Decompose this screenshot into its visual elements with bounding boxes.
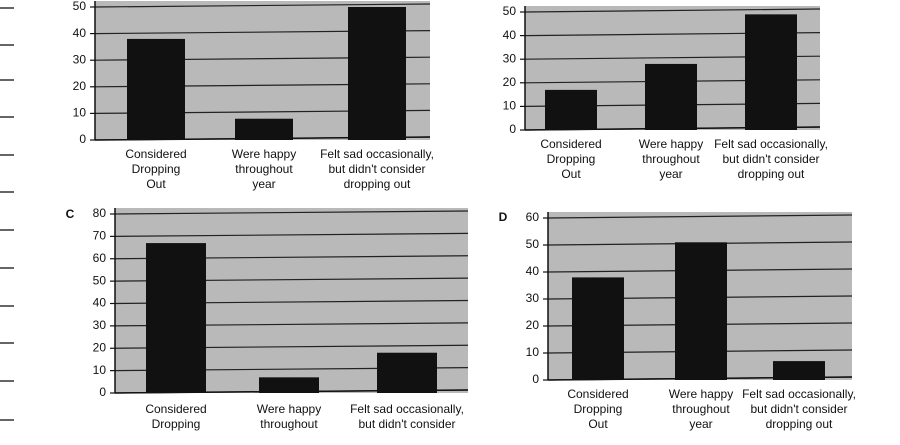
y-tick-label: 10 xyxy=(73,106,87,120)
x-tick-label: Dropping xyxy=(152,417,201,431)
x-tick-label: dropping out xyxy=(766,417,833,431)
y-tick-label: 10 xyxy=(526,345,540,359)
x-tick-label: Out xyxy=(588,417,608,431)
bar xyxy=(127,38,185,140)
grid-line xyxy=(94,3,431,8)
bar xyxy=(745,14,797,130)
y-tick-label: 20 xyxy=(503,75,517,89)
y-tick-label: 20 xyxy=(93,340,107,354)
y-tick-label: 0 xyxy=(532,372,539,386)
y-tick-label: 40 xyxy=(73,26,87,40)
bar xyxy=(572,277,624,380)
margin-dashes xyxy=(0,7,14,421)
y-tick-label: 30 xyxy=(526,291,540,305)
x-tick-label: throughout xyxy=(642,152,700,166)
x-tick-label: dropping out xyxy=(738,167,805,181)
y-tick-label: 10 xyxy=(93,363,107,377)
y-tick-label: 30 xyxy=(73,52,87,66)
x-tick-label: Dropping xyxy=(132,162,181,176)
y-tick-label: 40 xyxy=(93,296,107,310)
x-tick-label: throughout xyxy=(260,417,318,431)
bar xyxy=(645,63,697,130)
x-tick-label: Out xyxy=(146,177,166,191)
bar xyxy=(773,361,825,380)
x-tick-label: Dropping xyxy=(574,402,623,416)
y-tick-label: 50 xyxy=(526,237,540,251)
x-tick-label: but didn't consider xyxy=(328,162,425,176)
x-tick-label: year xyxy=(689,417,712,431)
y-tick-label: 20 xyxy=(73,79,87,93)
x-tick-label: Dropping xyxy=(547,152,596,166)
y-tick-label: 50 xyxy=(73,0,87,13)
y-tick-label: 60 xyxy=(93,251,107,265)
x-tick-label: Considered xyxy=(567,387,628,401)
y-tick-label: 0 xyxy=(509,122,516,136)
x-tick-label: Were happy xyxy=(257,402,321,416)
grid-line xyxy=(547,214,853,219)
bar xyxy=(348,7,406,140)
x-tick-label: Considered xyxy=(145,402,206,416)
bar xyxy=(545,89,597,130)
x-tick-label: but didn't consider xyxy=(750,402,847,416)
x-tick-label: Felt sad occasionally, xyxy=(350,402,464,416)
y-tick-label: 30 xyxy=(93,318,107,332)
x-tick-label: Felt sad occasionally, xyxy=(742,387,856,401)
x-tick-label: Were happy xyxy=(669,387,733,401)
bar xyxy=(235,118,293,140)
y-tick-label: 60 xyxy=(526,210,540,224)
y-tick-label: 0 xyxy=(79,132,86,146)
bar xyxy=(146,243,206,393)
x-tick-label: throughout xyxy=(235,162,293,176)
x-tick-label: but didn't consider xyxy=(358,417,455,431)
x-tick-label: year xyxy=(659,167,682,181)
y-tick-label: 70 xyxy=(93,229,107,243)
y-tick-label: 80 xyxy=(93,206,107,220)
x-tick-label: throughout xyxy=(672,402,730,416)
x-tick-label: but didn't consider xyxy=(722,152,819,166)
x-tick-label: year xyxy=(252,177,275,191)
y-tick-label: 10 xyxy=(503,99,517,113)
y-tick-label: 0 xyxy=(99,385,106,399)
x-tick-label: Considered xyxy=(540,137,601,151)
bar xyxy=(675,242,727,380)
bar xyxy=(259,377,319,393)
x-tick-label: Considered xyxy=(125,147,186,161)
grid-line xyxy=(114,232,469,237)
x-tick-label: Felt sad occasionally, xyxy=(320,147,434,161)
y-tick-label: 40 xyxy=(526,264,540,278)
y-tick-label: 20 xyxy=(526,318,540,332)
y-tick-label: 40 xyxy=(503,28,517,42)
panel-label: C xyxy=(66,207,75,221)
x-tick-label: Were happy xyxy=(232,147,296,161)
y-tick-label: 30 xyxy=(503,51,517,65)
x-tick-label: Out xyxy=(561,167,581,181)
panel-label: D xyxy=(499,210,508,224)
x-tick-label: Were happy xyxy=(639,137,703,151)
y-tick-label: 50 xyxy=(503,4,517,18)
grid-line xyxy=(114,210,469,215)
x-tick-label: Felt sad occasionally, xyxy=(714,137,828,151)
bar xyxy=(377,352,437,393)
grid-line xyxy=(524,8,821,13)
y-tick-label: 50 xyxy=(93,273,107,287)
x-tick-label: dropping out xyxy=(344,177,411,191)
